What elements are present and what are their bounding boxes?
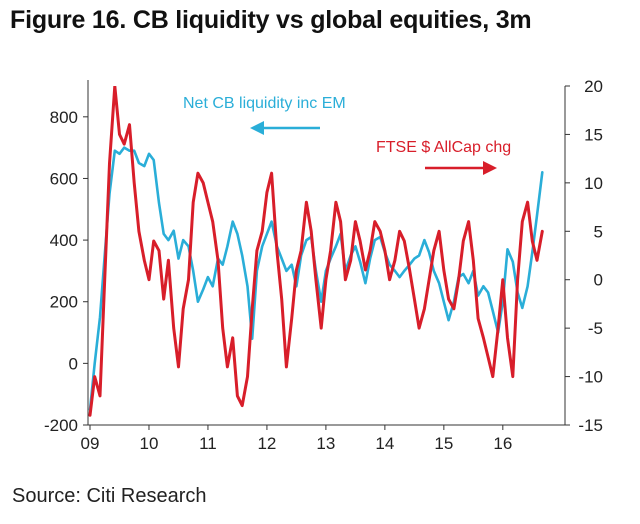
x-axis-tick-label: 11	[199, 434, 217, 453]
x-axis-tick-label: 16	[493, 434, 512, 453]
right-axis-tick-label: -15	[578, 416, 603, 435]
left-axis-tick-label: 400	[50, 231, 78, 250]
cb-liquidity-label: Net CB liquidity inc EM	[183, 95, 346, 112]
left-axis-tick-label: 600	[50, 169, 78, 188]
x-axis-tick-label: 13	[316, 434, 335, 453]
left-axis-tick-label: 200	[50, 293, 78, 312]
right-axis-tick-label: -5	[588, 319, 603, 338]
left-axis-tick-label: 800	[50, 108, 78, 127]
x-axis-tick-label: 14	[375, 434, 394, 453]
chart-axes: -200 0 200 400 600 800 -15 -10 -5 0 5 10 15 20 09 10 11 1…	[44, 77, 603, 453]
chart-title: Figure 16. CB liquidity vs global equiti…	[10, 6, 532, 34]
right-axis-tick-label: 10	[584, 174, 603, 193]
chart-series	[88, 86, 544, 417]
right-axis-tick-label: 15	[584, 125, 603, 144]
source-note: Source: Citi Research	[12, 485, 207, 507]
cb-arrow-head	[250, 121, 264, 135]
right-axis-tick-label: -10	[578, 368, 603, 387]
right-axis-tick-label: 0	[594, 271, 603, 290]
right-axis-tick-label: 20	[584, 77, 603, 96]
x-axis-tick-label: 15	[434, 434, 453, 453]
ftse-label: FTSE $ AllCap chg	[376, 139, 511, 156]
left-axis-tick-label: -200	[44, 416, 78, 435]
x-axis-tick-label: 12	[257, 434, 276, 453]
left-axis-tick-label: 0	[69, 354, 78, 373]
x-axis-tick-label: 09	[81, 434, 100, 453]
x-axis-tick-label: 10	[140, 434, 159, 453]
right-axis-tick-label: 5	[594, 222, 603, 241]
chart-annotations: Net CB liquidity inc EM FTSE $ AllCap ch…	[183, 95, 511, 175]
series-line-ftse-allcap-chg	[88, 86, 544, 417]
ftse-arrow-head	[483, 161, 497, 175]
